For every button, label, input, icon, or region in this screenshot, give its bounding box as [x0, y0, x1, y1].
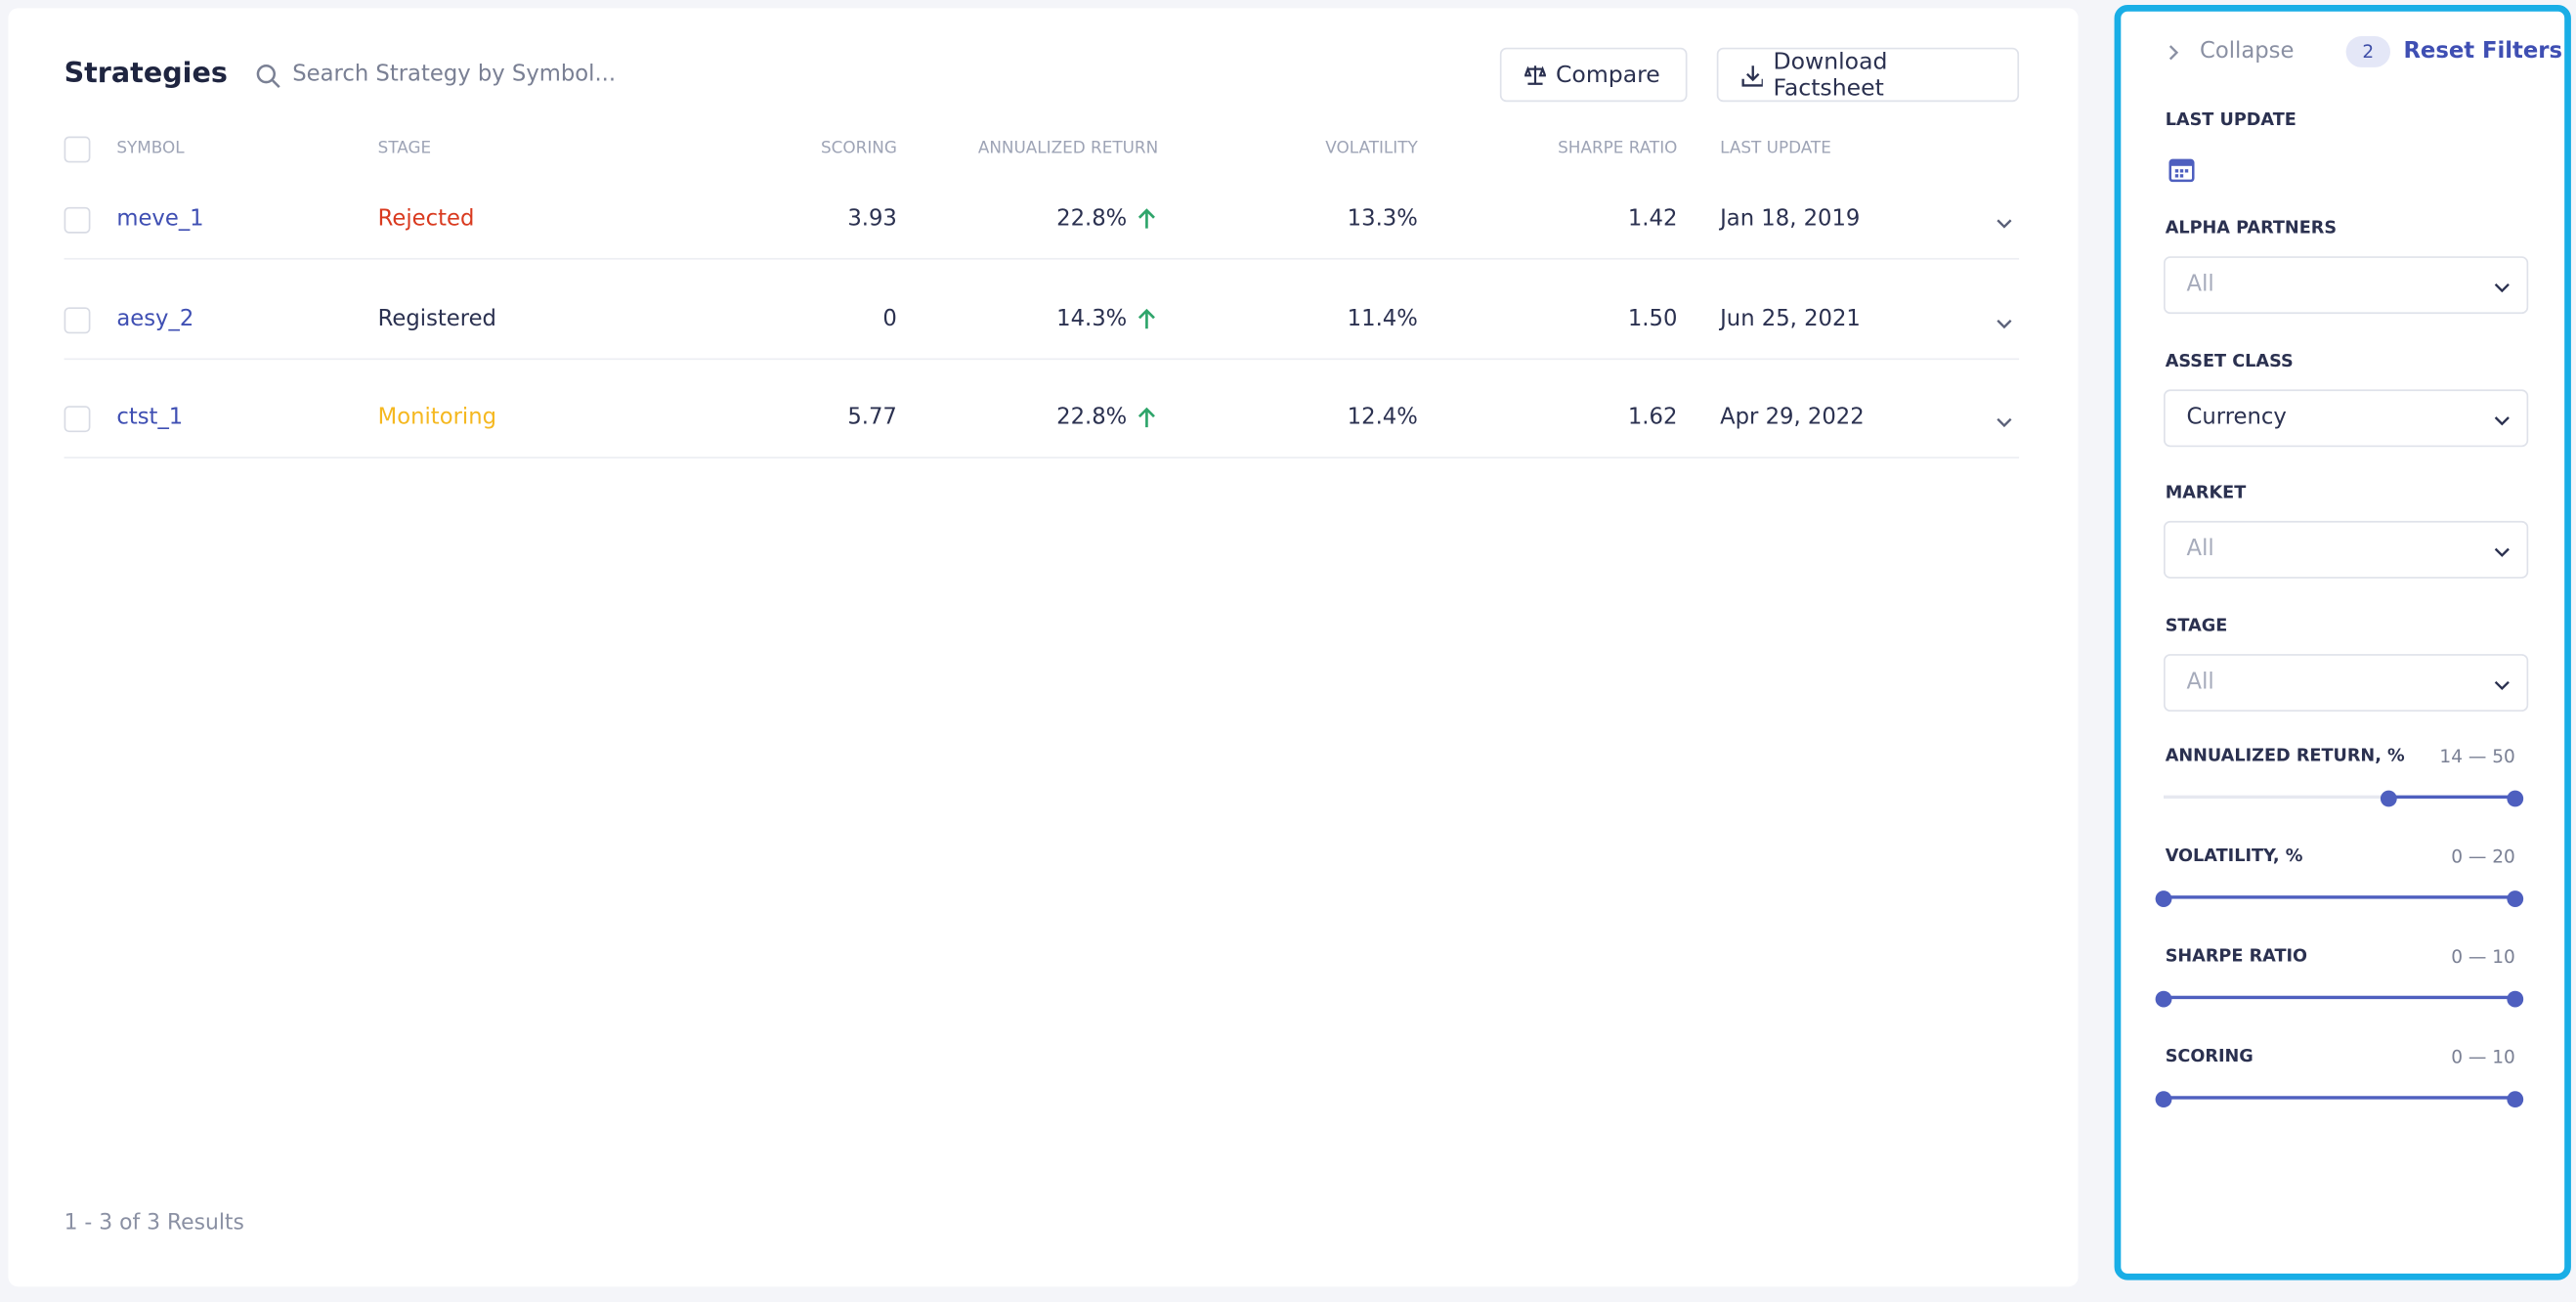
slider-range: 0 — 20 [2451, 846, 2515, 868]
column-header: SCORING [820, 139, 897, 158]
filter-label: MARKET [2165, 483, 2247, 503]
select-value: Currency [2186, 403, 2287, 430]
download-icon [1741, 65, 1764, 86]
column-header: LAST UPDATE [1720, 139, 1831, 158]
select-box[interactable] [2164, 653, 2529, 712]
slider-handle[interactable] [2507, 790, 2524, 807]
row-separator [64, 456, 2020, 459]
slider-handle[interactable] [2507, 990, 2524, 1008]
select-box[interactable] [2164, 388, 2529, 447]
active-filter-count: 2 [2345, 35, 2391, 67]
slider-track [2164, 795, 2515, 800]
slider-handle[interactable] [2155, 990, 2172, 1008]
select-chevron [2492, 539, 2512, 565]
expand-row[interactable] [1995, 310, 2014, 336]
trend-up-icon [1137, 406, 1156, 434]
annualized-return: 14.3% [1056, 304, 1128, 331]
collapse-icon[interactable] [2166, 43, 2182, 63]
filter-label: LAST UPDATE [2165, 109, 2297, 130]
annualized-return: 22.8% [1056, 404, 1128, 431]
volatility: 13.3% [1347, 205, 1418, 233]
slider-handle[interactable] [2507, 1091, 2524, 1108]
select-chevron [2492, 407, 2512, 433]
column-header: SHARPE RATIO [1558, 139, 1678, 158]
scoring: 5.77 [847, 404, 897, 431]
filters-panel [2114, 5, 2571, 1280]
scoring: 3.93 [847, 205, 897, 233]
search-input[interactable]: Search Strategy by Symbol... [292, 61, 617, 88]
stage: Monitoring [377, 404, 497, 431]
slider-fill [2164, 995, 2515, 1000]
row-separator [64, 357, 2020, 360]
stage: Registered [377, 304, 496, 331]
trend-up-icon [1137, 307, 1156, 335]
symbol[interactable]: ctst_1 [116, 404, 184, 431]
expand-row[interactable] [1995, 410, 2014, 436]
filter-label: ALPHA PARTNERS [2165, 218, 2338, 239]
collapse-button[interactable]: Collapse [2199, 37, 2295, 65]
search-icon [256, 64, 280, 88]
slider-fill [2164, 1096, 2515, 1100]
column-header: STAGE [377, 139, 432, 158]
calendar-icon[interactable] [2168, 156, 2195, 183]
slider-handle[interactable] [2155, 890, 2172, 907]
select-all-checkbox[interactable] [64, 136, 91, 163]
last-update: Apr 29, 2022 [1720, 404, 1865, 431]
filter-label: ASSET CLASS [2165, 350, 2294, 371]
compare-label: Compare [1556, 62, 1660, 88]
volatility: 12.4% [1347, 404, 1418, 431]
select-value: All [2186, 536, 2214, 562]
slider-handle[interactable] [2380, 790, 2397, 807]
select-value: All [2186, 271, 2214, 298]
slider-handle[interactable] [2155, 1091, 2172, 1108]
row-checkbox[interactable] [64, 406, 91, 433]
slider-label: SCORING [2165, 1046, 2254, 1067]
select-chevron [2492, 275, 2512, 301]
column-header: ANNUALIZED RETURN [977, 139, 1159, 158]
strategies-card [8, 8, 2079, 1287]
slider-fill [2164, 895, 2515, 899]
download-button[interactable]: Download Factsheet [1716, 47, 2020, 103]
slider-label: SHARPE RATIO [2165, 946, 2308, 967]
slider-range: 0 — 10 [2451, 1046, 2515, 1068]
scoring: 0 [882, 304, 897, 331]
column-header: SYMBOL [116, 139, 185, 158]
results-count: 1 - 3 of 3 Results [64, 1210, 244, 1237]
select-box[interactable] [2164, 256, 2529, 315]
row-separator [64, 257, 2020, 260]
sharpe-ratio: 1.50 [1627, 304, 1678, 331]
select-chevron [2492, 672, 2512, 698]
slider-fill [2388, 795, 2515, 800]
column-header: VOLATILITY [1325, 139, 1418, 158]
sharpe-ratio: 1.62 [1627, 404, 1678, 431]
slider-label: VOLATILITY, % [2165, 846, 2303, 866]
row-checkbox[interactable] [64, 306, 91, 333]
select-box[interactable] [2164, 520, 2529, 579]
expand-row[interactable] [1995, 210, 2014, 237]
slider-label: ANNUALIZED RETURN, % [2165, 746, 2405, 766]
page-title: Strategies [64, 57, 228, 91]
compare-icon [1524, 65, 1546, 85]
slider-range: 14 — 50 [2439, 746, 2515, 768]
filter-label: STAGE [2165, 615, 2228, 635]
download-label: Download Factsheet [1773, 48, 1888, 102]
slider-handle[interactable] [2507, 890, 2524, 907]
trend-up-icon [1137, 207, 1156, 236]
sharpe-ratio: 1.42 [1627, 205, 1678, 233]
last-update: Jun 25, 2021 [1720, 304, 1861, 331]
symbol[interactable]: meve_1 [116, 205, 204, 233]
volatility: 11.4% [1347, 304, 1418, 331]
symbol[interactable]: aesy_2 [116, 304, 194, 331]
slider-range: 0 — 10 [2451, 946, 2515, 969]
annualized-return: 22.8% [1056, 205, 1128, 233]
last-update: Jan 18, 2019 [1720, 205, 1861, 233]
compare-button[interactable]: Compare [1499, 47, 1688, 103]
select-value: All [2186, 668, 2214, 695]
row-checkbox[interactable] [64, 206, 91, 234]
reset-filters[interactable]: Reset Filters [2403, 37, 2562, 65]
stage: Rejected [377, 205, 475, 233]
